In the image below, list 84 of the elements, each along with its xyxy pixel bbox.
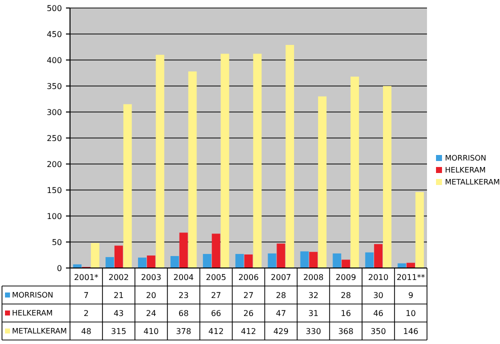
bar [138, 258, 146, 268]
bar [106, 257, 114, 268]
bar [188, 71, 197, 268]
data-label: 24 [146, 308, 156, 318]
data-label: 429 [273, 326, 289, 336]
bar [415, 192, 424, 268]
bar [300, 251, 309, 268]
bar [332, 253, 342, 268]
x-tick-label: 2011** [396, 272, 425, 282]
y-tick-label: 450 [46, 30, 62, 39]
bar [268, 253, 276, 268]
data-label: 412 [240, 326, 256, 336]
x-tick-label: 2009 [336, 272, 356, 282]
y-tick-label: 0 [56, 264, 62, 273]
data-label: 350 [370, 326, 386, 336]
data-label: 43 [114, 308, 124, 318]
bar [276, 244, 286, 268]
bar [286, 44, 294, 268]
bar [253, 54, 262, 268]
bar [220, 54, 230, 268]
bar [318, 96, 327, 268]
data-label: 330 [306, 326, 322, 336]
x-tick-label: 2006 [238, 272, 259, 282]
data-label: 9 [408, 290, 414, 300]
data-label: 26 [243, 308, 254, 318]
bar [114, 246, 123, 268]
data-label: 48 [81, 326, 92, 336]
bar [212, 234, 220, 268]
y-tick-label: 150 [46, 186, 62, 195]
data-label: 10 [406, 308, 416, 318]
data-label: 410 [143, 326, 159, 336]
data-label: 47 [276, 308, 286, 318]
data-label: 23 [178, 290, 189, 300]
y-tick-label: 300 [46, 108, 62, 117]
bar [123, 104, 132, 268]
bar [90, 243, 100, 268]
data-label: 32 [308, 290, 319, 300]
y-tick-label: 100 [46, 212, 62, 221]
bar [382, 86, 392, 268]
data-label: 46 [373, 308, 384, 318]
bar [146, 256, 156, 268]
bar [170, 256, 179, 268]
data-label: 16 [340, 308, 351, 318]
data-label: 146 [403, 326, 418, 336]
data-label: 27 [243, 290, 254, 300]
data-label: 368 [338, 326, 354, 336]
y-tick-label: 500 [46, 4, 62, 13]
bar [365, 252, 374, 268]
x-tick-label: 2004 [173, 272, 194, 282]
bar [156, 54, 164, 268]
x-tick-label: 2002 [108, 272, 129, 282]
data-label: 20 [146, 290, 156, 300]
data-label: 7 [84, 290, 89, 300]
x-tick-label: 2005 [206, 272, 226, 282]
x-tick-label: 2010 [368, 272, 388, 282]
data-label: 31 [308, 308, 319, 318]
bar [309, 252, 318, 268]
x-tick-label: 2007 [270, 272, 292, 282]
y-tick-label: 50 [52, 238, 62, 247]
data-label: 412 [208, 326, 224, 336]
bar [235, 254, 244, 268]
y-tick-label: 350 [46, 82, 62, 91]
bar [350, 76, 359, 268]
x-tick-label: 2008 [303, 272, 324, 282]
data-label: 21 [114, 290, 124, 300]
bar [342, 260, 350, 268]
data-label: 28 [276, 290, 286, 300]
data-label: 28 [340, 290, 351, 300]
x-tick-label: 2001* [74, 272, 98, 282]
y-tick-label: 250 [46, 134, 62, 143]
data-label: 66 [210, 308, 222, 318]
y-tick-label: 200 [46, 160, 62, 169]
data-label: 315 [111, 326, 126, 336]
x-tick-label: 2003 [140, 272, 162, 282]
data-label: 27 [210, 290, 222, 300]
bar [244, 254, 253, 268]
bar [374, 244, 383, 268]
data-label: 68 [178, 308, 189, 318]
bar [179, 232, 188, 268]
data-label: 2 [84, 308, 89, 318]
y-tick-label: 400 [46, 56, 62, 65]
bar [202, 254, 212, 268]
data-label: 30 [373, 290, 384, 300]
data-label: 378 [176, 326, 192, 336]
